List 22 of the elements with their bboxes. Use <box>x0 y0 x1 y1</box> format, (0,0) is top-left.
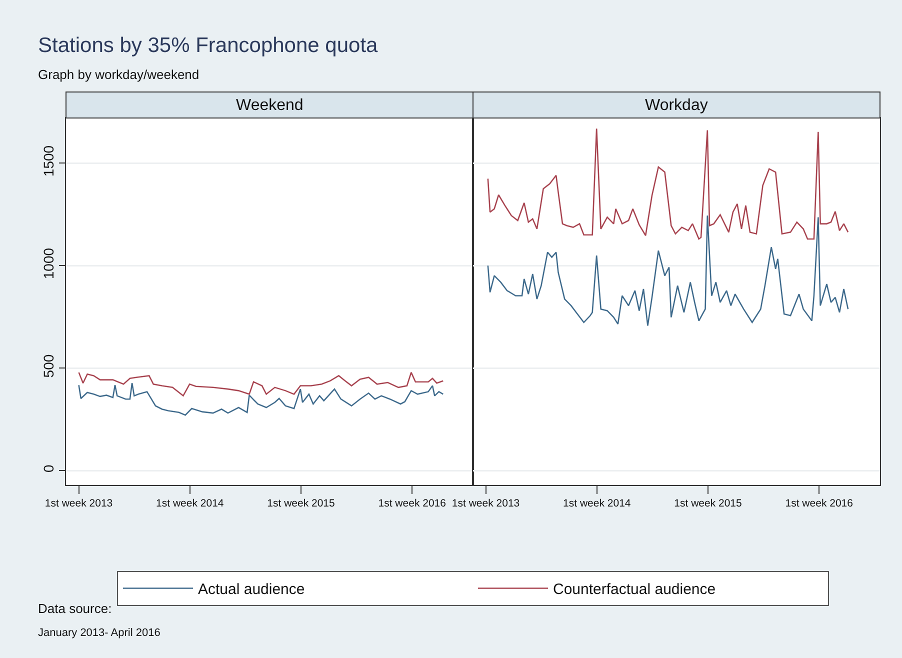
legend-label: Actual audience <box>198 581 305 598</box>
y-tick-label: 0 <box>40 464 56 472</box>
line-series <box>78 382 444 416</box>
source-note: Data source: <box>38 601 112 616</box>
text: Graph by workday/weekend <box>38 67 200 82</box>
legend-label: Counterfactual audience <box>553 581 716 598</box>
y-tick-label: 500 <box>40 354 56 378</box>
chart-title: Weekend <box>236 97 304 114</box>
x-tick-label: 1st week 2013 <box>452 498 520 510</box>
text: Stations by 35% Francophone quota <box>38 34 378 57</box>
chart-title: Workday <box>645 97 708 114</box>
text: January 2013- April 2016 <box>38 627 160 639</box>
y-tick-label: 1500 <box>40 145 56 177</box>
x-tick-label: 1st week 2014 <box>563 498 631 510</box>
x-tick-label: 1st week 2015 <box>674 498 742 510</box>
x-tick-label: 1st week 2016 <box>785 498 854 510</box>
x-tick-label: 1st week 2015 <box>267 498 336 510</box>
line-series <box>78 372 444 396</box>
y-tick-label: 1000 <box>40 248 56 280</box>
x-tick-label: 1st week 2016 <box>378 498 446 510</box>
x-tick-label: 1st week 2014 <box>156 498 224 510</box>
x-tick-label: 1st week 2013 <box>44 498 113 510</box>
